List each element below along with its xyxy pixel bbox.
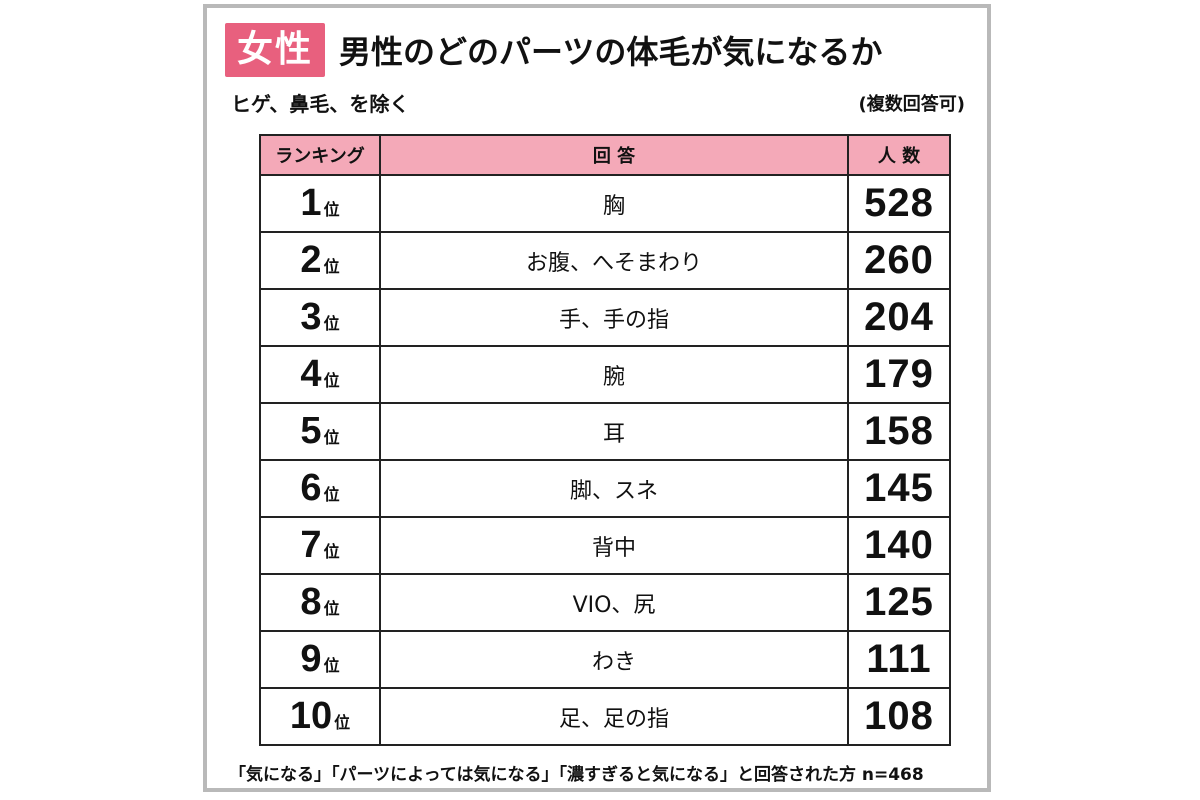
- table-row: 7 位背中 140: [259, 516, 951, 575]
- ranking-table: ランキング 回 答 人 数 1 位胸 528 2 位お腹、へそまわり 260 3 位手、手の指…: [259, 134, 951, 746]
- table-row: 3 位手、手の指 204: [259, 288, 951, 347]
- rank-number: 6: [300, 467, 322, 509]
- rank-suffix: 位: [323, 200, 340, 219]
- chart-title: 男性のどのパーツの体毛が気になるか: [339, 33, 883, 71]
- table-row: 2 位お腹、へそまわり 260: [259, 231, 951, 290]
- table-row: 5 位耳 158: [259, 402, 951, 461]
- title-row: 女性 男性のどのパーツの体毛が気になるか: [225, 22, 882, 78]
- rank-suffix: 位: [323, 599, 340, 618]
- table-row: 6 位脚、スネ 145: [259, 459, 951, 518]
- rank-number: 9: [300, 638, 322, 680]
- answer-cell: 耳: [379, 402, 849, 461]
- table-row: 4 位腕 179: [259, 345, 951, 404]
- rank-suffix: 位: [334, 713, 351, 732]
- count-cell: 145: [847, 459, 951, 518]
- rank-cell: 10 位: [259, 687, 381, 746]
- header-count: 人 数: [847, 134, 951, 176]
- count-cell: 108: [847, 687, 951, 746]
- rank-number: 4: [300, 353, 322, 395]
- table-header-row: ランキング 回 答 人 数: [259, 134, 951, 176]
- table-row: 9 位わき 111: [259, 630, 951, 689]
- rank-number: 2: [300, 239, 322, 281]
- table-row: 8 位 VIO、尻 125: [259, 573, 951, 632]
- table-body: 1 位胸 528 2 位お腹、へそまわり 260 3 位手、手の指 204 4 位腕 179 5 位耳 15…: [259, 174, 951, 746]
- multiple-answer-note: (複数回答可): [858, 94, 965, 115]
- count-cell: 204: [847, 288, 951, 347]
- table-row: 1 位胸 528: [259, 174, 951, 233]
- rank-suffix: 位: [323, 257, 340, 276]
- answer-cell: お腹、へそまわり: [379, 231, 849, 290]
- answer-cell: わき: [379, 630, 849, 689]
- header-ranking: ランキング: [259, 134, 381, 176]
- count-cell: 158: [847, 402, 951, 461]
- rank-suffix: 位: [323, 428, 340, 447]
- footnote: 「気になる」「パーツによっては気になる」「濃すぎると気になる」と回答された方 n…: [229, 765, 924, 785]
- rank-number: 10: [289, 695, 333, 737]
- table-row: 10 位足、足の指 108: [259, 687, 951, 746]
- rank-number: 1: [300, 182, 322, 224]
- answer-cell: 手、手の指: [379, 288, 849, 347]
- answer-cell: 足、足の指: [379, 687, 849, 746]
- answer-cell: 胸: [379, 174, 849, 233]
- rank-number: 5: [300, 410, 322, 452]
- rank-number: 3: [300, 296, 322, 338]
- rank-suffix: 位: [323, 485, 340, 504]
- rank-number: 8: [300, 581, 322, 623]
- answer-cell: 腕: [379, 345, 849, 404]
- count-cell: 260: [847, 231, 951, 290]
- answer-cell: VIO、尻: [379, 573, 849, 632]
- answer-cell: 脚、スネ: [379, 459, 849, 518]
- gender-badge: 女性: [225, 23, 326, 77]
- count-cell: 528: [847, 174, 951, 233]
- rank-suffix: 位: [323, 542, 340, 561]
- chart-frame: 女性 男性のどのパーツの体毛が気になるか ヒゲ、鼻毛、を除く (複数回答可) ラ…: [203, 4, 991, 792]
- header-answer: 回 答: [379, 134, 849, 176]
- rank-suffix: 位: [323, 656, 340, 675]
- rank-suffix: 位: [323, 371, 340, 390]
- rank-suffix: 位: [323, 314, 340, 333]
- rank-number: 7: [300, 524, 322, 566]
- count-cell: 125: [847, 573, 951, 632]
- answer-cell: 背中: [379, 516, 849, 575]
- count-cell: 179: [847, 345, 951, 404]
- count-cell: 111: [847, 630, 951, 689]
- count-cell: 140: [847, 516, 951, 575]
- exclusion-note: ヒゲ、鼻毛、を除く: [231, 92, 410, 116]
